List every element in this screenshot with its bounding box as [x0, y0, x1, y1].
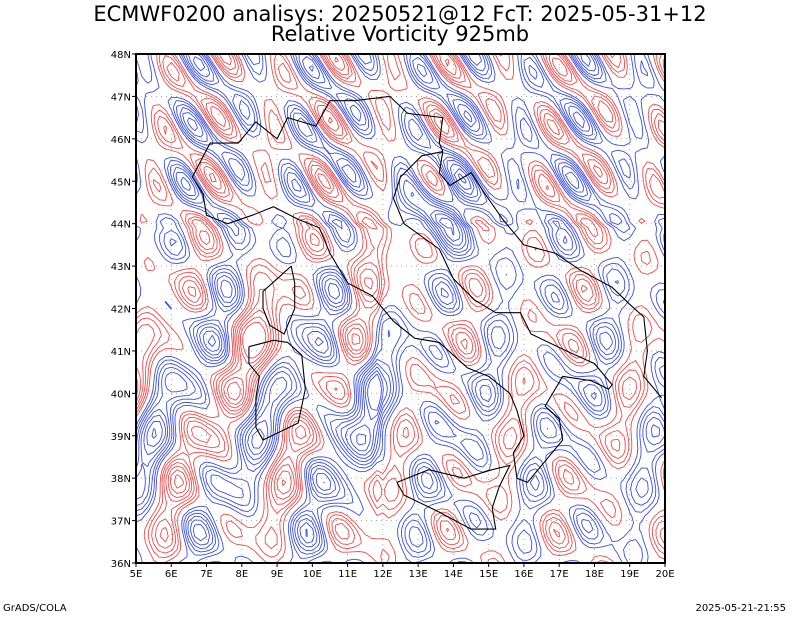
lat-tick-label: 39N	[111, 432, 131, 443]
lat-tick-label: 43N	[111, 262, 131, 273]
lat-lon-grid	[136, 54, 665, 563]
footer-timestamp: 2025-05-21-21:55	[695, 603, 786, 614]
positive-vorticity-contour	[136, 56, 560, 495]
positive-vorticity-contour	[136, 54, 665, 554]
longitude-axis: 5E 6E 7E 8E 9E 10E 11E 12E 13E 14E 15E 16E 17E 18E 19E…	[130, 563, 675, 580]
lat-tick-label: 46N	[111, 135, 131, 146]
lon-tick-label: 9E	[271, 569, 284, 580]
lon-tick-label: 19E	[620, 569, 639, 580]
lon-tick-label: 10E	[303, 569, 322, 580]
lon-tick-label: 11E	[338, 569, 357, 580]
lat-tick-label: 41N	[111, 347, 131, 358]
lon-tick-label: 5E	[130, 569, 143, 580]
map-subtitle: Relative Vorticity 925mb	[270, 22, 530, 46]
lat-tick-label: 38N	[111, 474, 131, 485]
negative-vorticity-contour	[151, 173, 467, 446]
lat-tick-label: 44N	[111, 220, 131, 231]
lon-tick-label: 18E	[585, 569, 604, 580]
lon-tick-label: 13E	[409, 569, 428, 580]
sicily-coastline	[396, 464, 511, 530]
negative-vorticity-contour	[143, 54, 591, 544]
footer-software: GrADS/COLA	[3, 603, 67, 614]
alpine-border	[191, 95, 444, 225]
map-title: ECMWF0200 analisys: 20250521@12 FcT: 202…	[93, 2, 707, 26]
positive-vorticity-contour	[136, 54, 665, 563]
lat-tick-label: 48N	[111, 50, 131, 61]
lon-tick-label: 14E	[444, 569, 463, 580]
negative-vorticity-contour	[146, 168, 472, 537]
lon-tick-label: 6E	[165, 569, 178, 580]
lon-tick-label: 20E	[655, 569, 674, 580]
lon-tick-label: 17E	[550, 569, 569, 580]
lon-tick-label: 15E	[479, 569, 498, 580]
lon-tick-label: 12E	[373, 569, 392, 580]
lat-tick-label: 37N	[111, 517, 131, 528]
lat-tick-label: 45N	[111, 177, 131, 188]
italy-peninsula-coastline	[227, 151, 613, 484]
lat-tick-label: 36N	[111, 559, 131, 570]
lat-tick-label: 47N	[111, 92, 131, 103]
positive-vorticity-contour	[136, 54, 665, 563]
negative-vorticity-contour	[136, 54, 665, 552]
negative-vorticity-contour	[136, 54, 665, 563]
coastlines-borders	[191, 95, 662, 530]
corsica-coastline	[262, 265, 296, 335]
latitude-axis: 48N 47N 46N 45N 44N 43N 42N 41N 40N 39N 38N 37N 36N	[111, 50, 136, 570]
lon-tick-label: 8E	[235, 569, 248, 580]
lat-tick-label: 40N	[111, 389, 131, 400]
lon-tick-label: 7E	[200, 569, 213, 580]
lat-tick-label: 42N	[111, 305, 131, 316]
lon-tick-label: 16E	[514, 569, 533, 580]
croatia-coastline	[438, 151, 662, 398]
sardinia-coastline	[248, 339, 306, 441]
positive-vorticity-contour	[136, 54, 665, 549]
